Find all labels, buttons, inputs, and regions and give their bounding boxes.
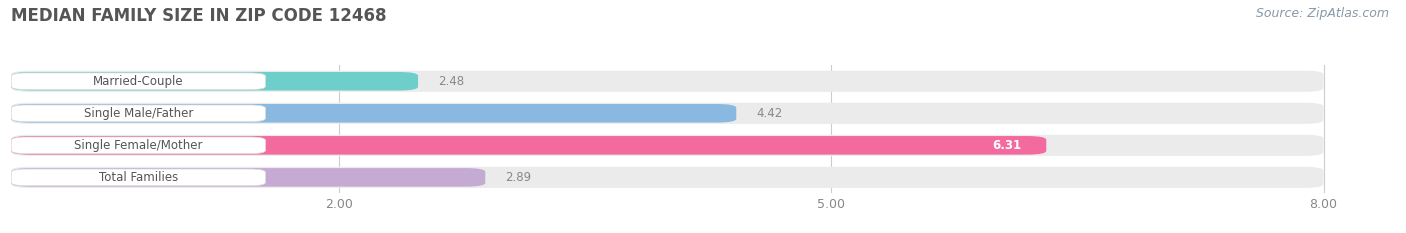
- Text: 4.42: 4.42: [756, 107, 782, 120]
- Text: Single Male/Father: Single Male/Father: [84, 107, 193, 120]
- Text: Total Families: Total Families: [98, 171, 179, 184]
- FancyBboxPatch shape: [11, 72, 418, 91]
- FancyBboxPatch shape: [11, 168, 485, 187]
- Text: MEDIAN FAMILY SIZE IN ZIP CODE 12468: MEDIAN FAMILY SIZE IN ZIP CODE 12468: [11, 7, 387, 25]
- Text: 6.31: 6.31: [993, 139, 1022, 152]
- FancyBboxPatch shape: [11, 136, 1046, 155]
- FancyBboxPatch shape: [11, 73, 266, 90]
- FancyBboxPatch shape: [11, 135, 1323, 156]
- FancyBboxPatch shape: [11, 103, 1323, 124]
- Text: Source: ZipAtlas.com: Source: ZipAtlas.com: [1256, 7, 1389, 20]
- FancyBboxPatch shape: [11, 169, 266, 186]
- FancyBboxPatch shape: [11, 71, 1323, 92]
- Text: 2.89: 2.89: [505, 171, 531, 184]
- FancyBboxPatch shape: [11, 104, 737, 123]
- Text: 2.48: 2.48: [437, 75, 464, 88]
- FancyBboxPatch shape: [11, 137, 266, 154]
- Text: Married-Couple: Married-Couple: [93, 75, 184, 88]
- FancyBboxPatch shape: [11, 105, 266, 122]
- Text: Single Female/Mother: Single Female/Mother: [75, 139, 202, 152]
- FancyBboxPatch shape: [11, 167, 1323, 188]
